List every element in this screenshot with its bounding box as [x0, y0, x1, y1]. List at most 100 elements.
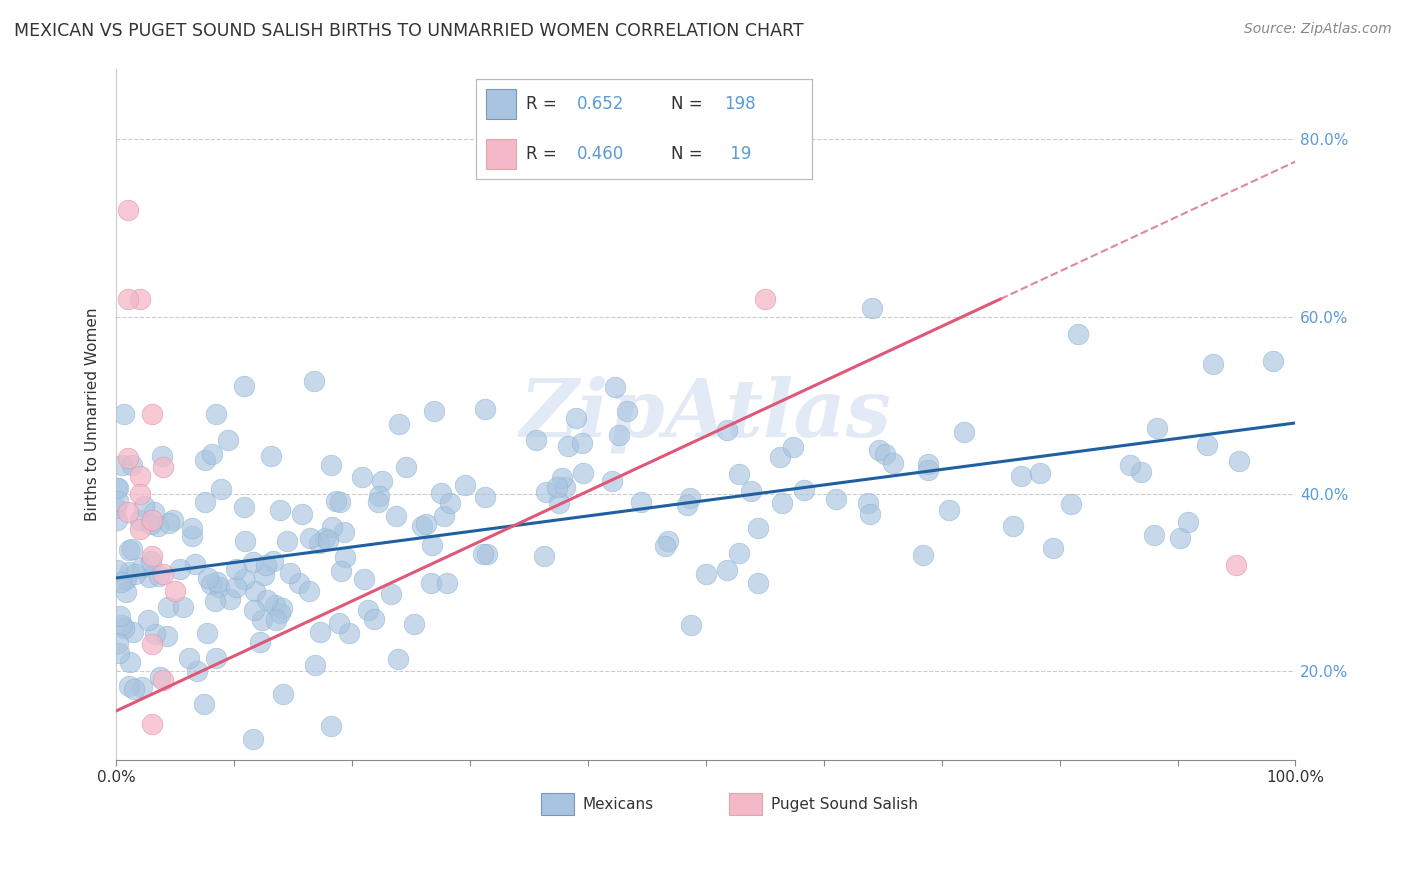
Point	[728, 546, 751, 560]
Point	[118, 565, 141, 579]
Point	[747, 576, 769, 591]
Point	[754, 292, 776, 306]
Point	[571, 436, 593, 450]
Point	[233, 572, 256, 586]
Point	[329, 494, 352, 508]
Point	[110, 608, 132, 623]
Point	[256, 592, 278, 607]
Point	[152, 566, 174, 581]
Point	[217, 434, 239, 448]
Point	[420, 538, 443, 552]
Point	[357, 603, 380, 617]
Point	[152, 460, 174, 475]
Point	[205, 651, 228, 665]
Point	[225, 562, 247, 576]
Point	[873, 447, 896, 461]
Point	[740, 483, 762, 498]
Point	[117, 504, 139, 518]
FancyBboxPatch shape	[541, 793, 574, 815]
Point	[436, 575, 458, 590]
Point	[316, 533, 339, 548]
Point	[245, 584, 267, 599]
Point	[232, 500, 254, 514]
Point	[332, 524, 354, 539]
Point	[938, 503, 960, 517]
Point	[557, 439, 579, 453]
Point	[121, 458, 143, 473]
Point	[156, 600, 179, 615]
Point	[107, 481, 129, 495]
Point	[433, 509, 456, 524]
Point	[107, 494, 129, 508]
Point	[197, 626, 219, 640]
Point	[169, 562, 191, 576]
Point	[1146, 421, 1168, 435]
Point	[209, 483, 232, 497]
Point	[139, 554, 162, 568]
Point	[180, 521, 202, 535]
Text: Source: ZipAtlas.com: Source: ZipAtlas.com	[1244, 22, 1392, 37]
Point	[368, 489, 391, 503]
Text: ZipAtlas: ZipAtlas	[520, 376, 891, 453]
Point	[105, 481, 128, 495]
Point	[291, 507, 314, 521]
Point	[298, 583, 321, 598]
Point	[105, 563, 128, 577]
Point	[472, 547, 495, 561]
Point	[111, 618, 134, 632]
Point	[150, 449, 173, 463]
Y-axis label: Births to Unmarried Women: Births to Unmarried Women	[86, 308, 100, 521]
Point	[860, 301, 883, 316]
Point	[132, 499, 155, 513]
Point	[524, 433, 547, 447]
Point	[1042, 541, 1064, 556]
Point	[288, 576, 311, 591]
Point	[314, 532, 336, 546]
Point	[242, 732, 264, 747]
Point	[363, 612, 385, 626]
Point	[308, 625, 330, 640]
Point	[912, 548, 935, 562]
FancyBboxPatch shape	[730, 793, 762, 815]
Point	[474, 402, 496, 417]
Point	[423, 404, 446, 418]
Point	[146, 519, 169, 533]
Point	[218, 592, 240, 607]
Point	[143, 505, 166, 519]
Point	[242, 555, 264, 569]
Point	[554, 480, 576, 494]
Point	[630, 495, 652, 509]
Point	[148, 569, 170, 583]
Point	[120, 655, 142, 669]
Point	[388, 417, 411, 432]
Point	[141, 513, 163, 527]
Point	[335, 550, 357, 565]
Point	[278, 566, 301, 580]
Point	[716, 423, 738, 437]
Point	[616, 404, 638, 418]
Point	[129, 513, 152, 527]
Point	[141, 637, 163, 651]
Point	[769, 450, 792, 464]
Point	[136, 614, 159, 628]
Point	[419, 576, 441, 591]
Text: MEXICAN VS PUGET SOUND SALISH BIRTHS TO UNMARRIED WOMEN CORRELATION CHART: MEXICAN VS PUGET SOUND SALISH BIRTHS TO …	[14, 22, 804, 40]
Point	[128, 469, 150, 483]
Point	[117, 203, 139, 218]
Point	[825, 492, 848, 507]
Point	[415, 517, 437, 532]
Point	[1067, 326, 1090, 341]
Point	[149, 670, 172, 684]
Point	[380, 587, 402, 601]
Point	[141, 717, 163, 731]
Point	[128, 487, 150, 501]
Point	[565, 410, 588, 425]
Point	[105, 500, 128, 515]
Point	[882, 457, 904, 471]
Point	[271, 600, 294, 615]
Point	[186, 664, 208, 678]
Point	[121, 541, 143, 556]
Point	[271, 687, 294, 701]
Point	[183, 557, 205, 571]
Point	[225, 580, 247, 594]
